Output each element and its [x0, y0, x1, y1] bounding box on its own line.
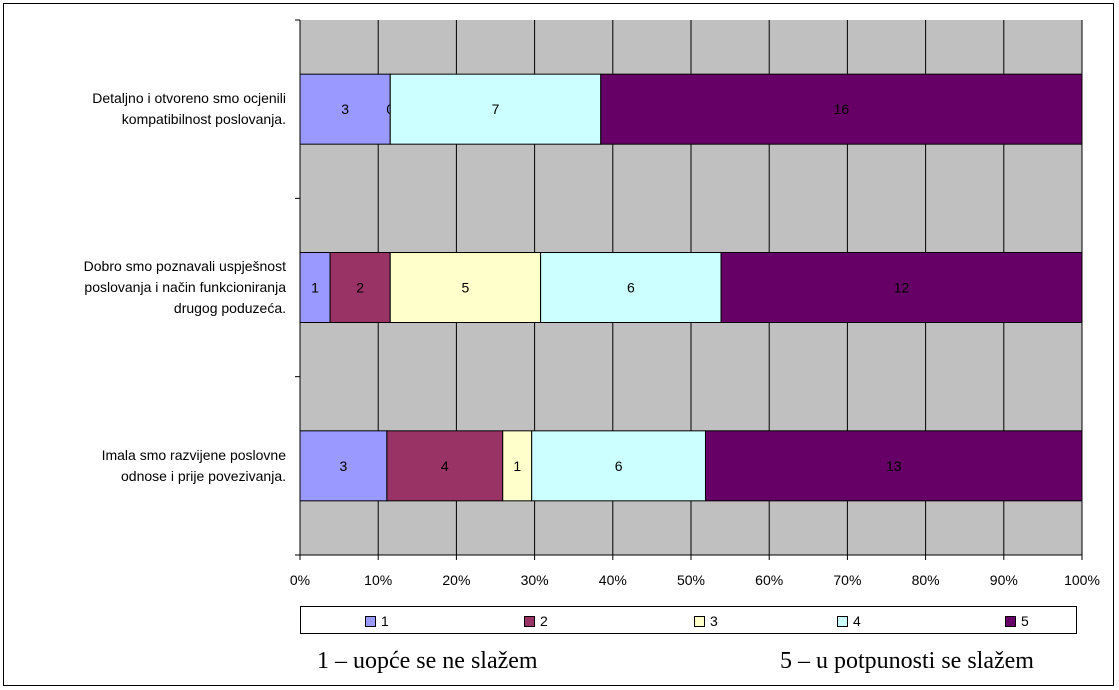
category-label: Imala smo razvijene poslovne odnose i pri…	[16, 445, 286, 487]
bar-segment	[329, 252, 391, 323]
legend-swatch	[365, 615, 376, 627]
data-label: 12	[894, 280, 910, 296]
legend-label: 2	[540, 613, 548, 629]
x-tick-label: 0%	[289, 572, 311, 588]
x-tick-label: 10%	[364, 572, 393, 588]
data-label: 6	[615, 458, 623, 474]
bar-segment	[299, 252, 331, 323]
bar-segment	[531, 430, 706, 502]
scale-note-low: 1 – uopće se ne slažem	[317, 648, 538, 674]
bar-segment	[720, 252, 1083, 323]
legend-swatch	[1005, 615, 1016, 627]
bar-segment	[704, 430, 1083, 502]
data-label: 3	[340, 458, 348, 474]
x-tick-label: 100%	[1064, 572, 1100, 588]
category-label-line: kompatibilnost poslovanja.	[121, 111, 286, 128]
bar-segment	[389, 73, 602, 145]
data-label: 1	[513, 458, 521, 474]
legend-label: 3	[710, 613, 718, 629]
legend-label: 5	[1021, 613, 1029, 629]
x-tick-label: 20%	[442, 572, 471, 588]
data-label: 4	[441, 458, 449, 474]
x-tick-label: 60%	[755, 572, 784, 588]
legend-swatch	[694, 615, 705, 627]
x-tick-label: 50%	[676, 572, 706, 588]
data-label: 5	[462, 280, 470, 296]
data-label: 6	[627, 280, 635, 296]
legend-label: 1	[381, 613, 389, 629]
bar-segment	[299, 430, 388, 502]
x-tick-label: 70%	[833, 572, 862, 588]
bar-segment	[600, 73, 1083, 145]
legend: 1 2 3 4 5	[300, 606, 1077, 634]
legend-swatch	[524, 615, 535, 627]
x-tick-label: 80%	[911, 572, 940, 588]
legend-item: 5	[1005, 613, 1029, 629]
x-tick-label: 30%	[520, 572, 549, 588]
legend-item: 3	[694, 613, 718, 629]
bar-segment	[386, 430, 504, 502]
data-label: 2	[356, 280, 364, 296]
data-label: 1	[311, 280, 319, 296]
category-label-line: poslovanja i način funkcioniranja	[84, 279, 286, 295]
category-label-line: Detaljno i otvoreno smo ocjenili	[92, 90, 286, 107]
data-label: 3	[341, 101, 349, 117]
legend-swatch	[837, 615, 848, 627]
legend-item: 2	[524, 613, 548, 629]
data-label: 16	[834, 101, 850, 117]
x-tick-label: 40%	[598, 572, 627, 588]
legend-item: 1	[365, 613, 389, 629]
data-label: 7	[492, 101, 500, 117]
category-label-line: odnose i prije povezivanja.	[121, 467, 286, 484]
legend-label: 4	[853, 613, 861, 629]
bar-segment	[540, 252, 722, 323]
legend-item: 4	[837, 613, 861, 629]
category-label-line: Dobro smo poznavali uspješnost	[83, 258, 286, 274]
bar-segment	[389, 252, 542, 323]
category-label: Dobro smo poznavali uspješnost poslovanja…	[16, 256, 286, 319]
category-label-line: drugog poduzeća.	[173, 300, 286, 316]
x-tick-label: 90%	[989, 572, 1018, 588]
scale-note-high: 5 – u potpunosti se slažem	[780, 648, 1034, 674]
category-label: Detaljno i otvoreno smo ocjenili kompatib…	[16, 88, 286, 130]
category-label-line: Imala smo razvijene poslovne	[101, 446, 286, 463]
data-label: 13	[886, 458, 902, 474]
